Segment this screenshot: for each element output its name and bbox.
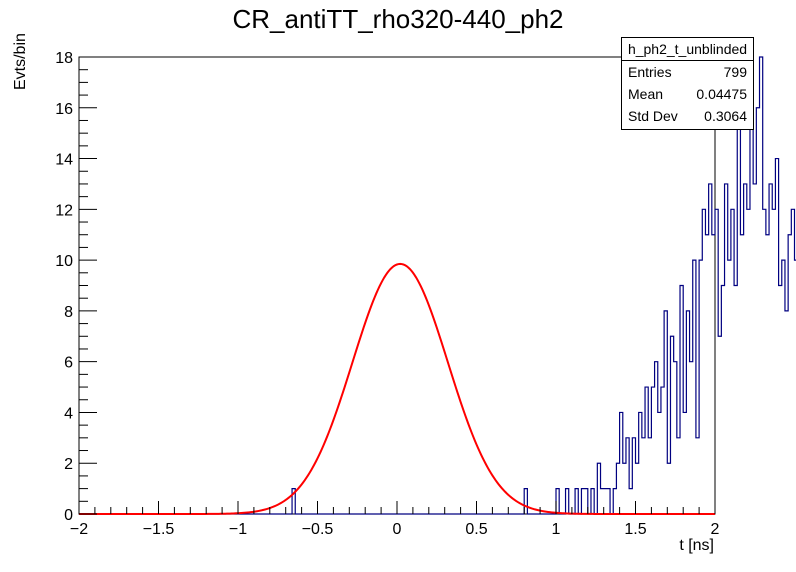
x-tick-label: −1.5 xyxy=(143,521,175,538)
fit-curve xyxy=(79,262,715,515)
y-tick-label: 0 xyxy=(64,507,73,524)
stats-row-entries: Entries 799 xyxy=(622,61,753,83)
y-tick-label: 6 xyxy=(64,355,73,372)
stats-row-std: Std Dev 0.3064 xyxy=(622,105,753,127)
stats-value-entries: 799 xyxy=(723,64,747,80)
y-tick-label: 8 xyxy=(64,304,73,321)
x-tick-label: 0 xyxy=(393,521,402,538)
stats-row-mean: Mean 0.04475 xyxy=(622,83,753,105)
stats-label-entries: Entries xyxy=(628,64,672,80)
chart-title: CR_antiTT_rho320-440_ph2 xyxy=(232,4,564,34)
y-tick-label: 2 xyxy=(64,456,73,473)
stats-name: h_ph2_t_unblinded xyxy=(622,38,753,61)
stats-label-mean: Mean xyxy=(628,86,664,102)
y-tick-label: 10 xyxy=(55,253,73,270)
stats-box: h_ph2_t_unblinded Entries 799 Mean 0.044… xyxy=(621,37,754,130)
x-tick-label: −1 xyxy=(229,521,247,538)
x-tick-label: 1.5 xyxy=(624,521,646,538)
y-axis-label: Evts/bin xyxy=(12,33,29,90)
y-tick-label: 18 xyxy=(55,50,73,67)
y-tick-label: 16 xyxy=(55,101,73,118)
stats-value-mean: 0.04475 xyxy=(696,86,747,102)
x-tick-label: −0.5 xyxy=(302,521,334,538)
stats-label-std: Std Dev xyxy=(628,108,678,124)
y-tick-label: 12 xyxy=(55,202,73,219)
x-tick-label: 0.5 xyxy=(465,521,487,538)
stats-value-std: 0.3064 xyxy=(704,108,747,124)
x-tick-label: −2 xyxy=(70,521,88,538)
y-tick-label: 14 xyxy=(55,152,73,169)
histogram-line xyxy=(79,56,796,515)
x-axis-label: t [ns] xyxy=(679,537,714,554)
x-tick-label: 1 xyxy=(552,521,561,538)
y-tick-label: 4 xyxy=(64,405,73,422)
x-tick-label: 2 xyxy=(711,521,720,538)
